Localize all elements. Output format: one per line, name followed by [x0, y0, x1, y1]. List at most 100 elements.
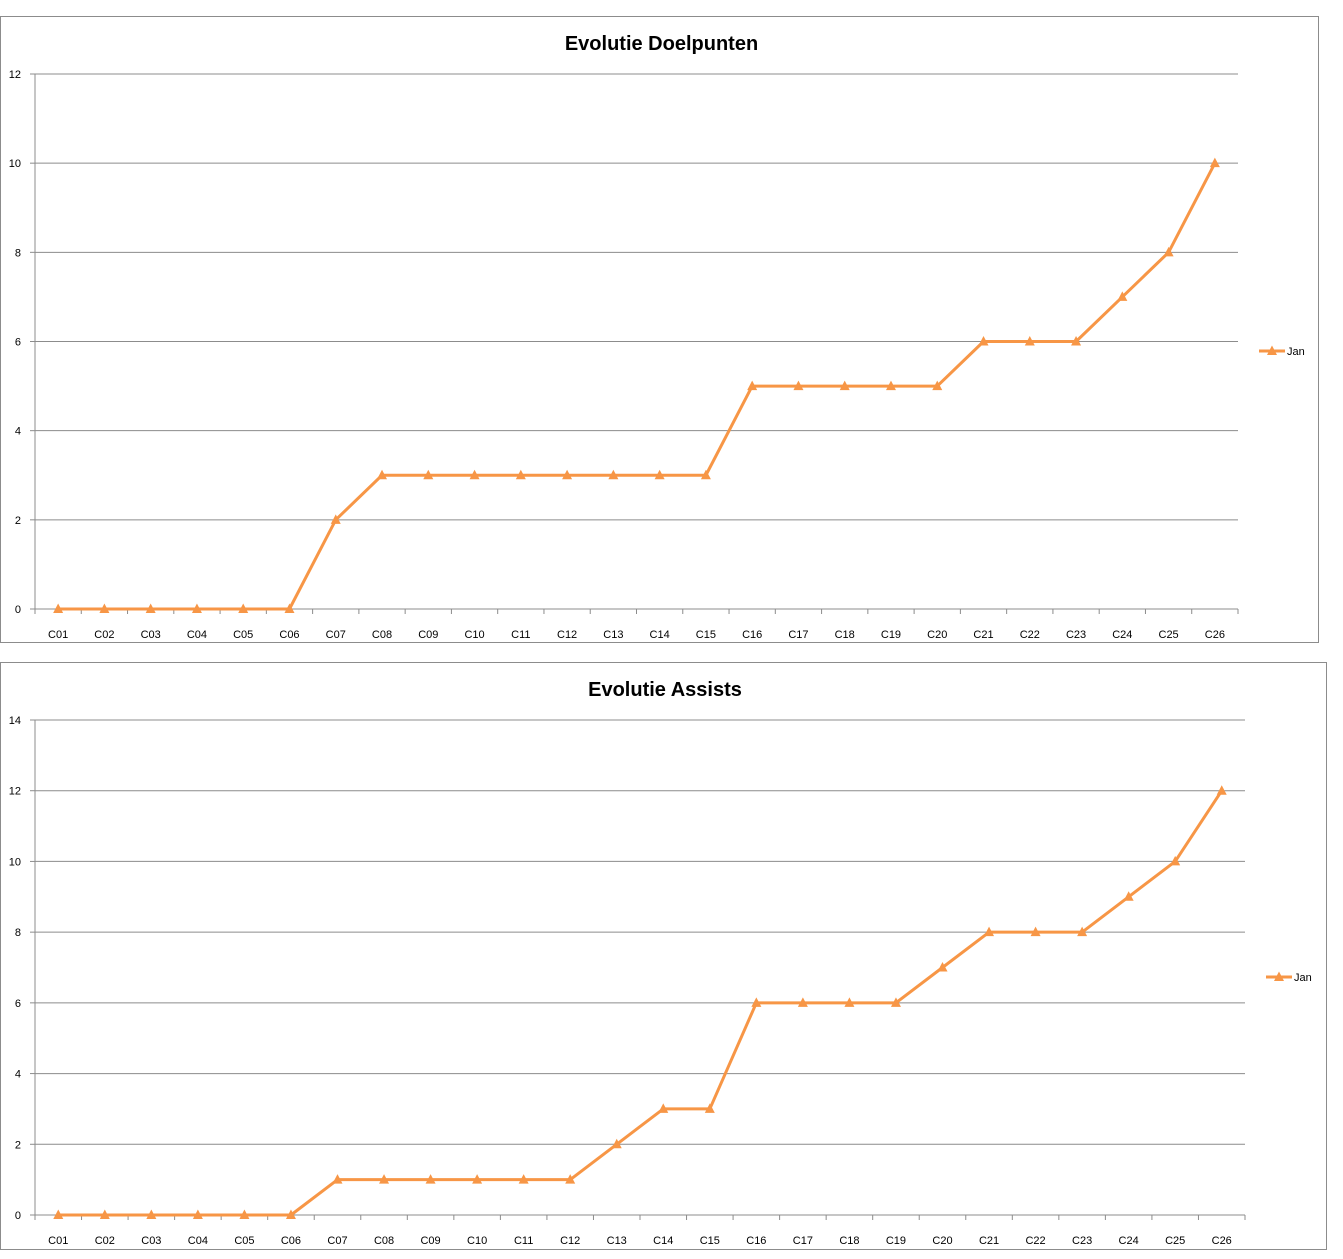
x-tick-label: C12: [557, 629, 577, 641]
y-tick-label: 10: [9, 158, 21, 170]
y-tick-label: 4: [15, 426, 21, 438]
legend-marker: [1267, 345, 1277, 355]
x-tick-label: C20: [932, 1235, 952, 1247]
legend-label: Jan: [1294, 972, 1312, 984]
x-tick-label: C01: [48, 1235, 68, 1247]
data-point: [284, 603, 295, 613]
data-point: [984, 926, 995, 937]
x-tick-label: C21: [973, 629, 993, 641]
x-tick-label: C14: [653, 1235, 673, 1247]
y-tick-label: 4: [15, 1069, 21, 1081]
data-point: [99, 1209, 110, 1219]
x-tick-label: C13: [607, 1235, 627, 1247]
x-tick-label: C09: [418, 629, 438, 641]
y-tick-label: 12: [9, 786, 21, 798]
data-point: [146, 1209, 157, 1219]
legend-marker: [1274, 971, 1284, 981]
x-tick-label: C03: [141, 1235, 161, 1247]
data-point: [1071, 336, 1082, 346]
data-point: [379, 1174, 390, 1184]
x-tick-label: C18: [839, 1235, 859, 1247]
data-point: [1123, 891, 1134, 901]
x-tick-label: C06: [281, 1235, 301, 1247]
data-point: [611, 1138, 622, 1149]
x-tick-label: C22: [1025, 1235, 1045, 1247]
chart-doelpunten: Evolutie Doelpunten 0 2 4 6 8 10 12 C01 C02 C03 C04…: [0, 16, 1319, 643]
x-tick-label: C17: [788, 629, 808, 641]
x-tick-label: C04: [187, 629, 207, 641]
legend: Jan: [1266, 971, 1312, 984]
y-tick-label: 8: [15, 247, 21, 259]
x-tick-label: C02: [94, 629, 114, 641]
x-tick-label: C25: [1159, 629, 1179, 641]
data-point: [472, 1174, 483, 1184]
data-point: [515, 469, 526, 480]
x-tick-label: C25: [1165, 1235, 1185, 1247]
data-point: [608, 469, 619, 480]
data-point: [932, 380, 943, 391]
data-point: [797, 997, 808, 1007]
data-point: [937, 962, 948, 972]
data-point: [53, 1209, 64, 1219]
x-tick-label: C15: [700, 1235, 720, 1247]
data-point: [751, 997, 762, 1007]
data-point: [1170, 855, 1181, 866]
x-tick-label: C01: [48, 629, 68, 641]
data-point: [658, 1103, 669, 1113]
x-tick-label: C23: [1066, 629, 1086, 641]
data-point: [145, 603, 156, 613]
y-tick-label: 10: [9, 856, 21, 868]
x-tick-label: C06: [279, 629, 299, 641]
y-tick-label: 14: [9, 715, 21, 727]
y-tick-label: 6: [15, 998, 21, 1010]
x-tick-label: C04: [188, 1235, 208, 1247]
data-point: [565, 1174, 576, 1184]
data-point: [191, 603, 202, 613]
chart-assists-svg: Evolutie Assists 0 2 4 6 8 10 12 14 C01 C02 C03 C04 C…: [9, 679, 1312, 1247]
data-point: [793, 380, 804, 391]
x-tick-label: C03: [141, 629, 161, 641]
x-tick-label: C19: [881, 629, 901, 641]
x-tick-label: C14: [650, 629, 670, 641]
data-point: [704, 1103, 715, 1113]
data-point: [839, 380, 850, 391]
data-point: [700, 469, 711, 480]
legend: Jan: [1259, 345, 1305, 358]
data-point: [1117, 291, 1128, 301]
data-point: [53, 603, 64, 613]
data-point: [285, 1209, 296, 1219]
y-tick-label: 12: [9, 69, 21, 81]
x-tick-label: C20: [927, 629, 947, 641]
x-tick-label: C21: [979, 1235, 999, 1247]
data-point: [332, 1174, 343, 1184]
x-tick-label: C16: [742, 629, 762, 641]
x-tick-label: C15: [696, 629, 716, 641]
data-point: [238, 603, 249, 613]
x-tick-label: C10: [464, 629, 484, 641]
data-point: [99, 603, 110, 613]
x-tick-label: C22: [1020, 629, 1040, 641]
x-tick-label: C26: [1205, 629, 1225, 641]
series-line: [58, 162, 1217, 611]
data-point: [844, 997, 855, 1007]
data-point: [239, 1209, 250, 1219]
data-point: [1163, 246, 1174, 257]
x-tick-label: C10: [467, 1235, 487, 1247]
data-point: [1209, 157, 1220, 168]
data-point: [469, 469, 480, 480]
x-tick-label: C24: [1112, 629, 1132, 641]
data-point: [890, 997, 901, 1007]
data-point: [978, 336, 989, 346]
data-point: [654, 469, 665, 480]
x-tick-label: C08: [372, 629, 392, 641]
x-tick-label: C19: [886, 1235, 906, 1247]
chart-title: Evolutie Assists: [588, 679, 742, 701]
chart-assists: Evolutie Assists 0 2 4 6 8 10 12 14 C01 C02 C03 C04 C…: [0, 662, 1327, 1250]
x-tick-label: C07: [326, 629, 346, 641]
x-tick-label: C17: [793, 1235, 813, 1247]
data-point: [747, 380, 758, 391]
y-tick-label: 0: [15, 1210, 21, 1222]
data-point: [425, 1174, 436, 1184]
x-tick-label: C23: [1072, 1235, 1092, 1247]
x-tick-label: C07: [327, 1235, 347, 1247]
